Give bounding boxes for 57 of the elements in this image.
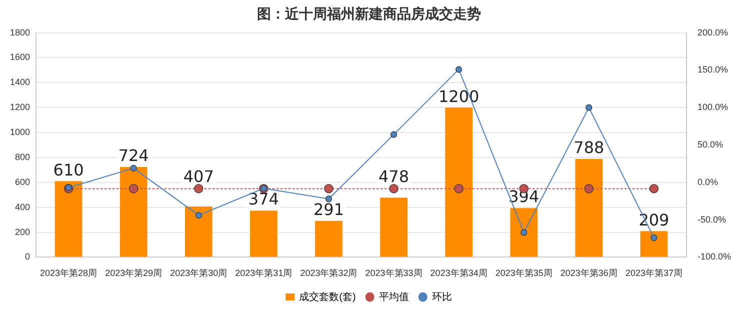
point bbox=[456, 66, 462, 73]
x-tick-label: 2023年第31周 bbox=[235, 268, 292, 278]
x-tick-label: 2023年第35周 bbox=[495, 268, 552, 278]
y2-tick-label: 200.0% bbox=[697, 27, 728, 38]
y-tick-label: 1800 bbox=[10, 27, 30, 38]
bar bbox=[120, 166, 148, 257]
legend-label: 平均值 bbox=[378, 290, 409, 303]
data-label: 610 bbox=[53, 160, 84, 180]
data-label: 788 bbox=[574, 138, 604, 158]
x-tick-label: 2023年第34周 bbox=[430, 268, 488, 278]
y2-tick-label: 150.0% bbox=[697, 64, 728, 75]
y-tick-label: 1600 bbox=[10, 52, 30, 62]
y-tick-label: 1200 bbox=[10, 102, 30, 112]
y-tick-label: 1000 bbox=[10, 127, 30, 138]
bar bbox=[640, 231, 668, 257]
y-tick-label: 0 bbox=[25, 252, 30, 262]
legend-label: 成交套数(套) bbox=[299, 290, 356, 303]
data-label: 291 bbox=[313, 200, 344, 220]
legend-label: 环比 bbox=[432, 290, 452, 303]
point bbox=[650, 234, 658, 242]
point bbox=[195, 212, 202, 219]
y2-tick-label: 0.0% bbox=[697, 176, 718, 187]
point bbox=[325, 196, 332, 202]
bar bbox=[510, 208, 538, 257]
data-label: 478 bbox=[378, 166, 410, 186]
bar bbox=[380, 198, 408, 257]
bar bbox=[250, 210, 278, 257]
x-tick-label: 2023年第37周 bbox=[625, 268, 682, 278]
bar bbox=[445, 108, 472, 257]
x-tick-label: 2023年第28周 bbox=[40, 268, 98, 278]
x-tick-label: 2023年第33周 bbox=[365, 268, 422, 278]
y2-tick-label: -100.0% bbox=[697, 252, 732, 262]
y-tick-label: 400 bbox=[14, 202, 30, 212]
data-label: 374 bbox=[248, 190, 279, 209]
x-tick-label: 2023年第32周 bbox=[300, 268, 358, 278]
y-tick-label: 200 bbox=[14, 226, 30, 237]
bar bbox=[184, 206, 212, 257]
point bbox=[586, 104, 592, 111]
chart-title: 图：近十周福州新建商品房成交走势 bbox=[257, 5, 481, 22]
y2-tick-label: 100.0% bbox=[697, 102, 728, 112]
y-tick-label: 800 bbox=[14, 152, 30, 162]
y2-tick-label: 50.0% bbox=[697, 139, 724, 150]
point bbox=[130, 164, 137, 172]
data-label: 724 bbox=[118, 146, 149, 166]
data-label: 407 bbox=[183, 166, 214, 186]
y2-tick-label: -50.0% bbox=[697, 214, 726, 224]
point bbox=[390, 131, 398, 138]
bar bbox=[575, 158, 603, 257]
bar bbox=[54, 181, 82, 257]
x-tick-label: 2023年第36周 bbox=[560, 268, 618, 278]
x-tick-label: 2023年第30周 bbox=[170, 268, 228, 278]
point bbox=[520, 229, 528, 236]
y-tick-label: 1400 bbox=[10, 77, 30, 88]
point bbox=[65, 184, 72, 191]
bar bbox=[315, 220, 342, 257]
x-tick-label: 2023年第29周 bbox=[105, 268, 162, 278]
y-tick-label: 600 bbox=[14, 176, 30, 187]
